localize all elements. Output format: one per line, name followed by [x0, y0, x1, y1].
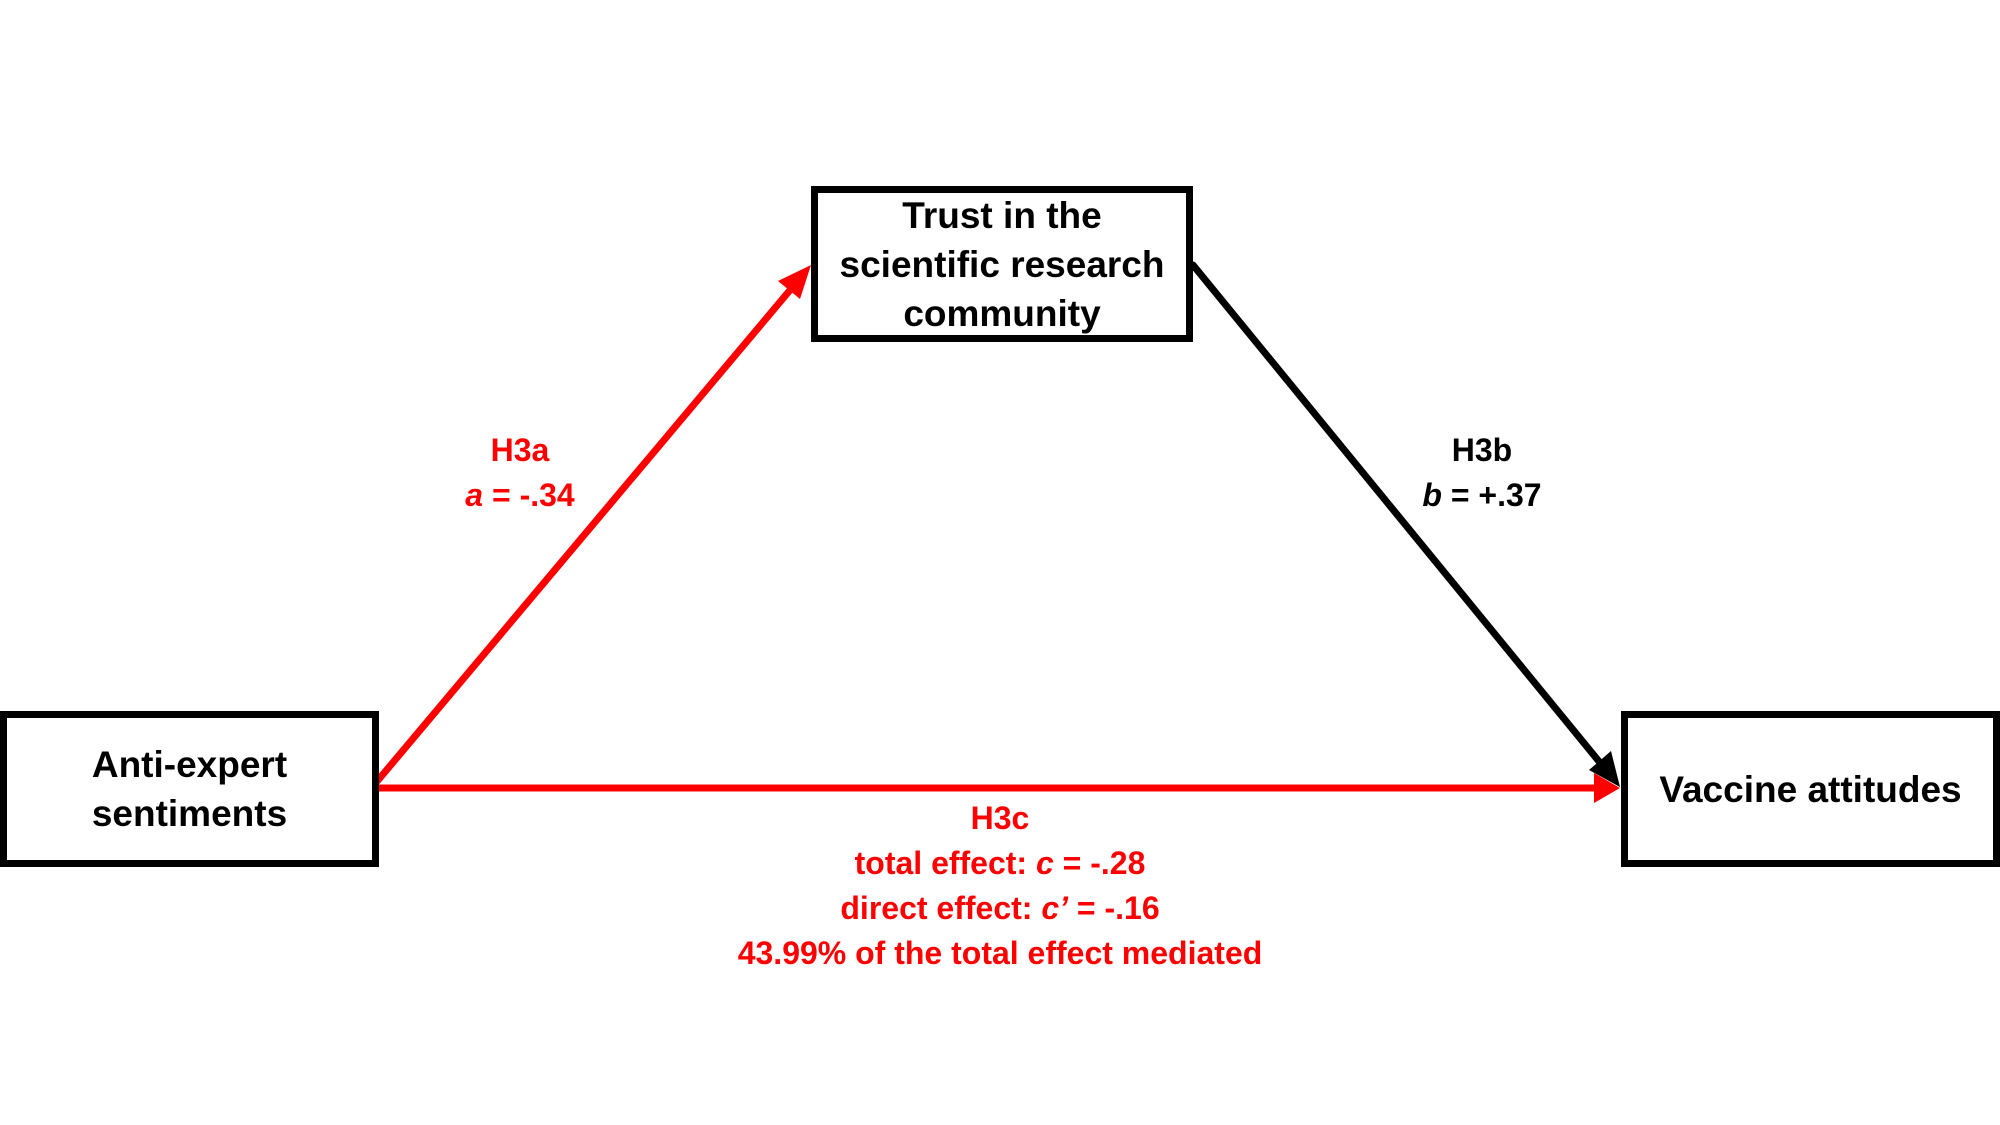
path-c-total-value: = -.28 [1053, 845, 1146, 881]
path-b-value: = +.37 [1441, 477, 1542, 513]
path-b-arrowhead [1589, 751, 1620, 787]
path-c-direct-prefix: direct effect: [840, 890, 1042, 926]
outcome-box: Vaccine attitudes [1621, 711, 2000, 867]
predictor-label-line-1: Anti-expert [91, 744, 288, 785]
predictor-label-line-2: sentiments [91, 793, 288, 834]
path-c-direct-effect: direct effect: c’ = -.16 [600, 886, 1400, 931]
path-a-name: H3a [490, 432, 550, 468]
path-b-arrow-line [1189, 261, 1610, 774]
path-c-label: H3c total effect: c = -.28 direct effect… [600, 796, 1400, 976]
path-c-total-symbol: c [1035, 845, 1054, 881]
path-b-coefficient: b = +.37 [1382, 473, 1582, 518]
path-a-arrow-line [370, 279, 800, 789]
path-a-coefficient: a = -.34 [420, 473, 620, 518]
path-c-mediated-share: 43.99% of the total effect mediated [737, 935, 1263, 971]
path-a-value: = -.34 [483, 477, 575, 513]
path-a-label: H3a a = -.34 [420, 428, 620, 518]
mediator-label-line-2: scientific research [839, 243, 1165, 285]
mediator-box: Trust in the scientific research communi… [811, 186, 1193, 342]
path-b-symbol: b [1422, 477, 1442, 513]
mediator-label-line-3: community [903, 292, 1101, 334]
path-a-arrowhead [778, 265, 811, 299]
path-c-total-prefix: total effect: [854, 845, 1036, 881]
path-c-direct-symbol: c’ [1041, 890, 1068, 926]
path-a-symbol: a [465, 477, 484, 513]
predictor-box: Anti-expert sentiments [0, 711, 379, 867]
path-c-total-effect: total effect: c = -.28 [600, 841, 1400, 886]
path-c-arrowhead [1594, 773, 1620, 803]
outcome-label: Vaccine attitudes [1659, 768, 1962, 810]
path-b-label: H3b b = +.37 [1382, 428, 1582, 518]
mediator-label-line-1: Trust in the [902, 194, 1102, 236]
path-c-direct-value: = -.16 [1068, 890, 1160, 926]
path-c-name: H3c [970, 800, 1030, 836]
path-b-name: H3b [1451, 432, 1513, 468]
